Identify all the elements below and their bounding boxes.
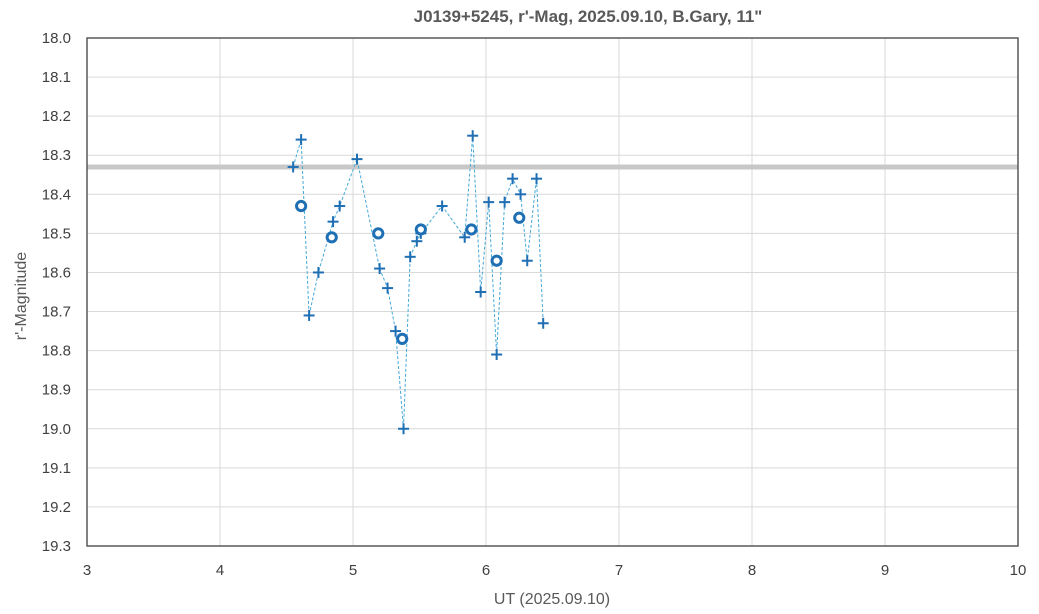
series-connector-line bbox=[292, 135, 544, 429]
y-tick-label: 18.3 bbox=[42, 147, 71, 164]
plus-marker bbox=[537, 317, 549, 329]
x-tick-label: 4 bbox=[216, 562, 224, 579]
y-tick-label: 18.4 bbox=[42, 186, 71, 203]
y-tick-label: 18.0 bbox=[42, 30, 71, 47]
chart-title: J0139+5245, r'-Mag, 2025.09.10, B.Gary, … bbox=[414, 7, 763, 26]
y-tick-label: 18.9 bbox=[42, 382, 71, 399]
circle-marker bbox=[465, 223, 478, 236]
plus-marker bbox=[398, 423, 410, 435]
plus-marker bbox=[303, 309, 315, 321]
y-tick-label: 18.7 bbox=[42, 304, 71, 321]
y-tick-label: 18.6 bbox=[42, 264, 71, 281]
x-tick-label: 9 bbox=[881, 562, 889, 579]
y-tick-label: 18.2 bbox=[42, 108, 71, 125]
x-tick-label: 5 bbox=[349, 562, 357, 579]
x-tick-label: 8 bbox=[748, 562, 756, 579]
plus-marker bbox=[351, 153, 363, 165]
y-tick-label: 19.2 bbox=[42, 499, 71, 516]
plot-border bbox=[86, 37, 1019, 547]
x-tick-label: 6 bbox=[482, 562, 490, 579]
x-tick-label: 3 bbox=[83, 562, 91, 579]
plus-marker bbox=[390, 325, 402, 337]
x-tick-label: 7 bbox=[615, 562, 623, 579]
plus-marker bbox=[382, 282, 394, 294]
plus-marker bbox=[521, 255, 533, 267]
grid bbox=[86, 37, 1019, 547]
plus-marker bbox=[499, 196, 511, 208]
plus-marker bbox=[483, 196, 495, 208]
circle-marker bbox=[295, 199, 308, 213]
x-axis-ticks: 3 4 5 6 7 8 9 10 bbox=[83, 562, 1027, 579]
y-tick-label: 19.3 bbox=[42, 538, 71, 555]
plot-frame bbox=[86, 37, 1019, 547]
plus-marker bbox=[374, 263, 386, 275]
plus-marker bbox=[436, 200, 448, 212]
plus-marker bbox=[327, 216, 339, 228]
y-tick-label: 18.8 bbox=[42, 343, 71, 360]
y-tick-label: 19.1 bbox=[42, 460, 71, 477]
y-axis-label: r'-Magnitude bbox=[13, 252, 30, 341]
x-axis-label: UT (2025.09.10) bbox=[494, 591, 610, 608]
y-axis-ticks: 18.0 18.1 18.2 18.3 18.4 18.5 18.6 18.7 18.8 18.9… bbox=[42, 30, 71, 555]
plus-marker bbox=[404, 251, 416, 263]
circle-marker bbox=[513, 211, 526, 224]
plus-marker bbox=[334, 200, 346, 212]
circle-marker bbox=[396, 332, 409, 345]
y-tick-label: 18.1 bbox=[42, 69, 71, 86]
plus-marker bbox=[475, 286, 487, 298]
circle-marker bbox=[372, 227, 385, 240]
y-tick-label: 18.5 bbox=[42, 225, 71, 242]
plus-marker bbox=[295, 134, 307, 146]
plus-marker bbox=[467, 130, 479, 142]
plus-marker bbox=[411, 235, 423, 247]
plus-marker bbox=[491, 349, 503, 361]
x-tick-label: 10 bbox=[1010, 562, 1027, 579]
circle-marker bbox=[325, 231, 338, 244]
plus-marker bbox=[515, 188, 527, 200]
circle-marker bbox=[490, 254, 503, 267]
data-series bbox=[287, 130, 549, 435]
plus-marker bbox=[287, 161, 299, 173]
plus-marker bbox=[312, 266, 324, 278]
circle-marker bbox=[414, 223, 427, 236]
plus-marker bbox=[531, 173, 543, 185]
y-tick-label: 19.0 bbox=[42, 421, 71, 438]
plus-marker bbox=[507, 173, 519, 185]
plus-marker bbox=[459, 231, 471, 243]
